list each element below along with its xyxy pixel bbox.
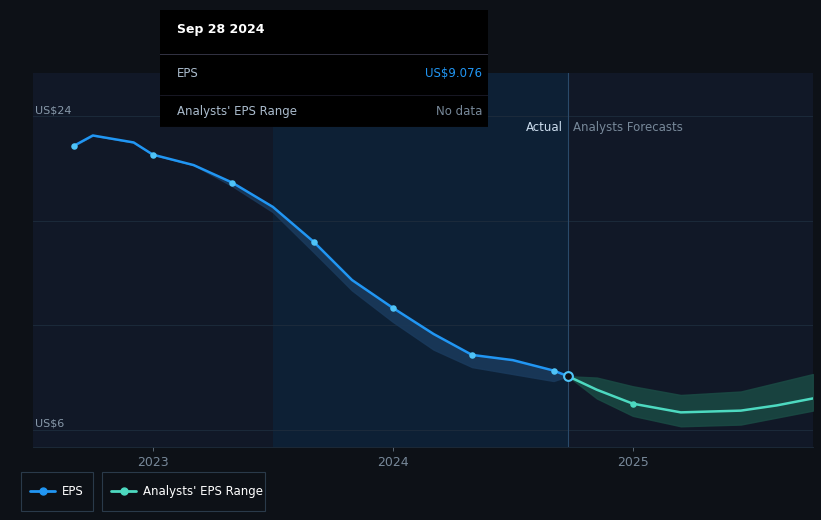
- Point: [67, 142, 80, 150]
- Point: [307, 238, 320, 246]
- Point: [466, 351, 479, 359]
- Text: Analysts Forecasts: Analysts Forecasts: [573, 122, 683, 135]
- Point: [626, 399, 640, 408]
- Point: [226, 178, 239, 187]
- FancyBboxPatch shape: [103, 472, 265, 511]
- Bar: [273, 73, 568, 447]
- Text: Actual: Actual: [526, 122, 563, 135]
- Text: Analysts' EPS Range: Analysts' EPS Range: [143, 485, 263, 498]
- Text: US$6: US$6: [35, 419, 65, 429]
- Text: Sep 28 2024: Sep 28 2024: [177, 22, 264, 35]
- Point: [146, 150, 159, 159]
- Text: No data: No data: [436, 105, 482, 118]
- Text: US$9.076: US$9.076: [425, 67, 482, 80]
- Point: [562, 372, 575, 381]
- Text: EPS: EPS: [62, 485, 83, 498]
- Point: [562, 372, 575, 381]
- FancyBboxPatch shape: [21, 472, 94, 511]
- Text: Analysts' EPS Range: Analysts' EPS Range: [177, 105, 296, 118]
- Point: [547, 367, 560, 375]
- Point: [386, 304, 399, 312]
- Text: US$24: US$24: [35, 106, 71, 115]
- Text: EPS: EPS: [177, 67, 198, 80]
